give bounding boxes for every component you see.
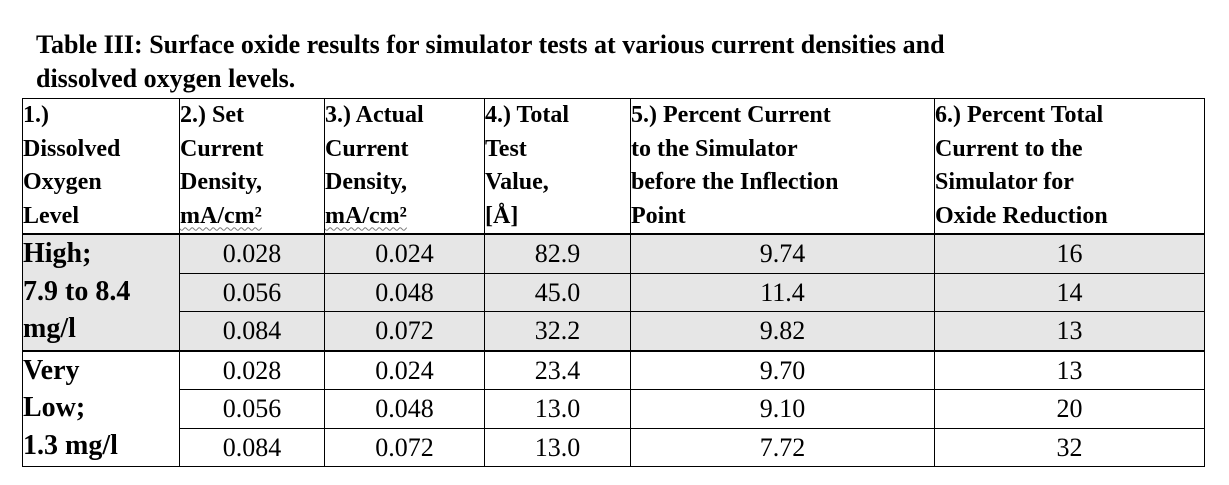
header-line: Point: [631, 202, 686, 229]
table-caption: Table III: Surface oxide results for sim…: [36, 28, 1206, 96]
group-label-line: Very: [23, 354, 80, 386]
cell-total-test-value: 13.0: [484, 427, 631, 467]
cell-percent-total-current-oxide-reduction: 16: [934, 233, 1205, 274]
cell-percent-total-current-oxide-reduction: 13: [934, 350, 1205, 390]
header-line: 1.): [23, 102, 49, 128]
caption-line-2: dissolved oxygen levels.: [36, 64, 296, 93]
cell-set-current-density: 0.028: [179, 233, 325, 274]
header-percent-current-before-inflection: 5.) Percent Current to the Simulator bef…: [630, 98, 935, 235]
group-high-oxygen: High; 7.9 to 8.4 mg/l 0.028 0.024 82.9 9…: [22, 233, 1205, 351]
cell-actual-current-density: 0.048: [324, 272, 485, 312]
header-line: to the Simulator: [631, 135, 798, 162]
cell-set-current-density: 0.056: [179, 389, 325, 429]
cell-percent-current-before-inflection: 7.72: [630, 427, 935, 467]
cell-set-current-density: 0.056: [179, 272, 325, 312]
table-row: 0.056 0.048 45.0 11.4 14: [23, 272, 1205, 312]
header-line: 4.) Total: [485, 102, 570, 128]
header-line: Simulator for: [935, 169, 1074, 195]
header-line: Current to the: [935, 135, 1083, 162]
group-label-line: Low;: [23, 392, 86, 423]
header-row: 1.) Dissolved Oxygen Level 2.) Set Curre…: [22, 98, 1205, 235]
table-row: Very Low; 1.3 mg/l 0.028 0.024 23.4 9.70…: [22, 350, 1205, 467]
cell-percent-total-current-oxide-reduction: 14: [934, 272, 1205, 312]
header-line: Dissolved: [23, 135, 121, 162]
header-line: 3.) Actual: [325, 102, 424, 128]
cell-percent-current-before-inflection: 9.74: [630, 233, 935, 274]
group-label-line: 1.3 mg/l: [23, 429, 118, 461]
header-line: 5.) Percent Current: [631, 102, 831, 128]
group-very-low-oxygen: Very Low; 1.3 mg/l 0.028 0.024 23.4 9.70…: [22, 350, 1205, 467]
group-label-line: mg/l: [23, 313, 76, 344]
cell-set-current-density: 0.084: [179, 311, 325, 351]
header-set-current-density: 2.) Set Current Density, mA/cm²: [179, 98, 325, 235]
header-line: Density,: [180, 169, 263, 195]
group-label-line: 7.9 to 8.4: [23, 275, 131, 307]
table-row: 0.084 0.072 32.2 9.82 13: [23, 311, 1205, 351]
cell-set-current-density: 0.028: [179, 350, 325, 390]
cell-percent-total-current-oxide-reduction: 32: [934, 427, 1205, 467]
header-line: 2.) Set: [180, 102, 244, 128]
header-line: Density,: [325, 169, 408, 195]
header-line: Value,: [485, 169, 549, 195]
group-label-high: High; 7.9 to 8.4 mg/l: [22, 233, 180, 351]
header-line: Current: [180, 135, 264, 162]
header-line: Oxide Reduction: [935, 202, 1108, 229]
cell-percent-current-before-inflection: 9.10: [630, 389, 935, 429]
cell-actual-current-density: 0.024: [324, 233, 485, 274]
header-line: Test: [485, 135, 527, 162]
cell-actual-current-density: 0.024: [324, 350, 485, 390]
header-line: [Å]: [485, 202, 519, 229]
cell-percent-total-current-oxide-reduction: 13: [934, 311, 1205, 351]
cell-total-test-value: 23.4: [484, 350, 631, 390]
cell-percent-total-current-oxide-reduction: 20: [934, 389, 1205, 429]
cell-set-current-density: 0.084: [179, 427, 325, 467]
cell-total-test-value: 82.9: [484, 233, 631, 274]
header-percent-total-current-oxide-reduction: 6.) Percent Total Current to the Simulat…: [934, 98, 1205, 235]
header-line: before the Inflection: [631, 169, 839, 195]
cell-actual-current-density: 0.048: [324, 389, 485, 429]
header-unit: mA/cm²: [180, 202, 262, 229]
table-row: 0.056 0.048 13.0 9.10 20: [23, 389, 1205, 429]
header-total-test-value: 4.) Total Test Value, [Å]: [484, 98, 631, 235]
cell-total-test-value: 13.0: [484, 389, 631, 429]
results-table: 1.) Dissolved Oxygen Level 2.) Set Curre…: [22, 98, 1205, 467]
header-line: Oxygen: [23, 169, 102, 195]
group-label-line: High;: [23, 238, 92, 269]
header-line: 6.) Percent Total: [935, 102, 1104, 128]
group-label-very-low: Very Low; 1.3 mg/l: [22, 350, 180, 467]
header-line: Current: [325, 135, 409, 162]
header-dissolved-oxygen-level: 1.) Dissolved Oxygen Level: [22, 98, 180, 235]
table-row: High; 7.9 to 8.4 mg/l 0.028 0.024 82.9 9…: [22, 233, 1205, 351]
cell-percent-current-before-inflection: 9.82: [630, 311, 935, 351]
header-actual-current-density: 3.) Actual Current Density, mA/cm²: [324, 98, 485, 235]
cell-percent-current-before-inflection: 11.4: [630, 272, 935, 312]
cell-actual-current-density: 0.072: [324, 427, 485, 467]
header-line: Level: [23, 202, 79, 229]
table-row: 0.084 0.072 13.0 7.72 32: [23, 427, 1205, 467]
header-unit: mA/cm²: [325, 202, 407, 229]
caption-line-1: Table III: Surface oxide results for sim…: [36, 30, 945, 59]
cell-actual-current-density: 0.072: [324, 311, 485, 351]
cell-total-test-value: 45.0: [484, 272, 631, 312]
cell-percent-current-before-inflection: 9.70: [630, 350, 935, 390]
cell-total-test-value: 32.2: [484, 311, 631, 351]
